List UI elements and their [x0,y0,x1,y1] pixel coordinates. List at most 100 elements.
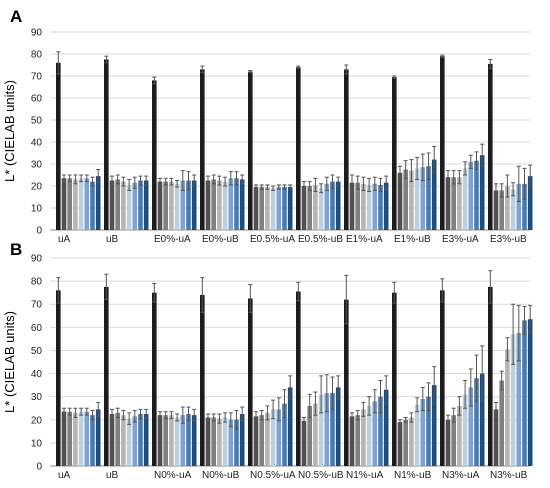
bar [324,183,330,230]
bar [157,181,163,230]
bar [479,373,485,466]
bar [282,187,287,230]
x-tick-label: E0%-uA [154,234,191,245]
bar [78,178,84,230]
bar [409,417,414,466]
bar [431,159,437,230]
bar [301,186,307,230]
y-tick-label: 80 [31,50,43,61]
bar [451,177,456,230]
bar [282,403,287,466]
bar [115,179,120,230]
bar [163,181,168,230]
bar [132,182,138,230]
bar [180,415,186,466]
bar [392,77,397,230]
bar [228,178,234,230]
x-tick-label: N3%-uB [490,470,528,481]
bar [445,177,451,230]
bar [205,180,211,230]
bar [200,294,205,466]
bar [180,180,186,230]
bar [104,286,109,466]
bar [361,183,366,230]
y-axis-title: L* (CIELAB units) [2,311,17,413]
bar [516,183,522,230]
bar [73,179,78,230]
bar [152,80,157,231]
bar [499,380,504,466]
y-tick-label: 10 [31,438,43,449]
bar [169,181,174,230]
bar [301,420,307,466]
bar [270,409,276,466]
bar [510,334,516,466]
bar [259,187,264,230]
bar [248,298,253,466]
x-tick-label: uA [58,470,71,481]
bar [451,415,456,466]
bar [121,181,126,230]
bar [239,414,245,466]
bar [397,172,403,230]
bar [462,168,468,230]
bar [270,188,276,230]
bar [468,387,474,466]
bar [445,419,451,466]
x-tick-label: E3%-uB [490,234,527,245]
bar [349,416,355,466]
bar [324,393,330,466]
y-tick-label: 90 [31,28,43,39]
bar [488,286,493,466]
bar [95,409,101,466]
bar [392,292,397,466]
bar [372,183,378,230]
bar [318,394,324,466]
bar [211,417,216,466]
bar [344,299,349,466]
bar [335,387,341,466]
bar [431,385,437,466]
bar [383,389,389,466]
bar [313,184,318,230]
x-tick-label: uA [58,234,71,245]
bar [296,67,301,230]
bar [143,414,149,466]
bar [174,183,180,230]
bar [307,405,312,466]
y-tick-label: 0 [36,462,42,473]
bar [296,291,301,466]
y-tick-label: 50 [31,116,43,127]
panel-label-A: A [10,7,22,26]
bar [474,160,479,230]
bar [84,178,90,230]
bar [409,170,414,230]
y-tick-label: 40 [31,138,43,149]
x-tick-label: E1%-uA [346,234,383,245]
bar [330,181,335,230]
bar [121,415,126,466]
bar [440,56,445,231]
bar [414,168,420,230]
bar [56,62,61,230]
bar [366,405,372,466]
bar [138,180,143,230]
bar [253,416,259,466]
x-tick-label: N1%-uB [394,470,432,481]
bar [287,187,293,230]
bar [248,71,253,230]
bar [355,415,360,466]
x-tick-label: N0.5%-uA [250,470,296,481]
bar [217,418,222,466]
y-tick-label: 70 [31,72,43,83]
bar [499,190,504,230]
bar [522,183,527,230]
bar [73,412,78,466]
bar [330,393,335,466]
bar [132,416,138,466]
bar [378,396,383,466]
bar [505,186,510,230]
bar [522,320,527,466]
